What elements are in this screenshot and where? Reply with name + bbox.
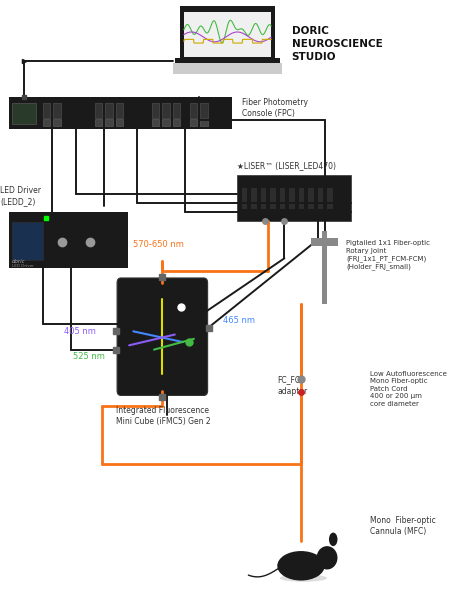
Text: Low Autofluorescence
Mono Fiber-optic
Patch Cord
400 or 200 μm
core diameter: Low Autofluorescence Mono Fiber-optic Pa… xyxy=(370,371,447,407)
Bar xyxy=(261,188,266,209)
Ellipse shape xyxy=(329,533,337,546)
Bar xyxy=(95,119,102,126)
Bar xyxy=(190,103,197,118)
Text: ★LISER™ (LISER_LED470): ★LISER™ (LISER_LED470) xyxy=(237,161,336,170)
Text: Pigtailed 1x1 Fiber-optic
Rotary Joint
(FRJ_1x1_PT_FCM-FCM)
(Holder_FRJ_small): Pigtailed 1x1 Fiber-optic Rotary Joint (… xyxy=(346,240,430,270)
Ellipse shape xyxy=(280,574,327,582)
Bar xyxy=(311,238,338,246)
Text: 525 nm: 525 nm xyxy=(73,352,105,360)
Bar xyxy=(173,119,180,126)
Bar xyxy=(105,119,113,126)
Text: 465 nm: 465 nm xyxy=(223,316,255,325)
Bar xyxy=(322,231,327,304)
Text: Fiber Photometry
Console (FPC): Fiber Photometry Console (FPC) xyxy=(242,98,308,117)
Text: FC_FC
adapter: FC_FC adapter xyxy=(277,376,308,395)
Text: Mono  Fiber-optic
Cannula (MFC): Mono Fiber-optic Cannula (MFC) xyxy=(370,516,436,536)
Bar xyxy=(175,58,280,63)
Bar xyxy=(242,188,247,209)
Bar xyxy=(173,103,180,118)
Bar xyxy=(318,188,323,209)
Bar xyxy=(280,188,285,209)
Bar xyxy=(289,188,295,209)
Bar xyxy=(9,212,128,268)
Ellipse shape xyxy=(317,546,337,569)
Bar xyxy=(180,6,275,62)
Bar xyxy=(237,175,351,221)
Bar xyxy=(53,103,61,118)
Bar xyxy=(162,103,170,118)
Text: 405 nm: 405 nm xyxy=(64,327,96,336)
Bar xyxy=(327,188,333,209)
Bar xyxy=(12,222,43,260)
Bar xyxy=(308,188,314,209)
Text: doric: doric xyxy=(12,258,26,264)
Bar xyxy=(9,97,232,129)
Ellipse shape xyxy=(277,551,325,581)
Bar xyxy=(184,12,271,57)
Text: LED Driver
(LEDD_2): LED Driver (LEDD_2) xyxy=(0,186,41,206)
Bar xyxy=(190,119,197,126)
Text: 570-650 nm: 570-650 nm xyxy=(133,240,184,249)
Bar xyxy=(43,119,50,126)
FancyBboxPatch shape xyxy=(117,278,208,395)
Bar xyxy=(12,103,36,124)
Bar xyxy=(162,119,170,126)
Text: LED Driver: LED Driver xyxy=(12,264,34,268)
Bar xyxy=(152,119,159,126)
Bar xyxy=(53,119,61,126)
Bar xyxy=(116,103,123,118)
Bar xyxy=(299,188,304,209)
Bar xyxy=(95,103,102,118)
Bar xyxy=(173,63,282,74)
Text: Integrated Fluorescence
Mini Cube (iFMC5) Gen 2: Integrated Fluorescence Mini Cube (iFMC5… xyxy=(116,406,211,426)
Bar xyxy=(270,188,276,209)
Bar xyxy=(116,119,123,126)
Text: DORIC
NEUROSCIENCE
STUDIO: DORIC NEUROSCIENCE STUDIO xyxy=(292,26,382,63)
Bar xyxy=(152,103,159,118)
Bar xyxy=(105,103,113,118)
Bar xyxy=(200,119,208,126)
Bar xyxy=(200,103,208,118)
Bar xyxy=(43,103,50,118)
Bar xyxy=(251,188,257,209)
